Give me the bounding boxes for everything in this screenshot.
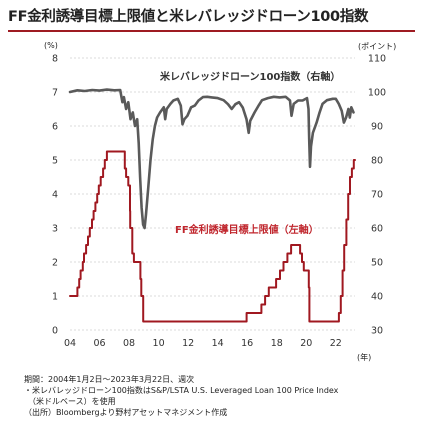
right-tick-label: 60 — [371, 224, 383, 235]
left-axis-unit: (%) — [44, 41, 58, 50]
right-tick-label: 100 — [368, 88, 386, 99]
x-tick-label: 08 — [123, 338, 135, 349]
x-axis-unit: (年) — [357, 353, 372, 362]
left-axis-ticks: 0 1 2 3 4 5 6 7 8 — [52, 54, 58, 337]
grid-lines — [70, 57, 355, 331]
series-lines — [68, 88, 356, 323]
x-axis-ticks: 04 06 08 10 12 14 16 18 20 22 — [64, 338, 342, 349]
x-tick-label: 10 — [153, 338, 165, 349]
left-tick-label: 4 — [52, 190, 58, 201]
right-axis-ticks: 30 40 50 60 70 80 90 100 110 — [368, 54, 386, 337]
left-tick-label: 7 — [52, 88, 58, 99]
left-tick-label: 5 — [52, 156, 58, 167]
x-tick-label: 16 — [241, 338, 253, 349]
left-tick-label: 1 — [52, 292, 58, 303]
x-tick-label: 20 — [300, 338, 312, 349]
left-tick-label: 8 — [52, 54, 58, 65]
notes: 期間：2004年1月2日～2023年3月22日、週次 ・米レバレッジドローン10… — [24, 374, 419, 418]
leveraged-loan-index-line — [68, 88, 355, 230]
right-tick-label: 90 — [371, 122, 383, 133]
right-axis-unit: (ポイント) — [358, 42, 397, 51]
note-currency: （米ドルベース）を使用 — [28, 397, 116, 406]
left-tick-label: 6 — [52, 122, 58, 133]
right-tick-label: 30 — [371, 326, 383, 337]
title-underline — [8, 30, 415, 32]
left-tick-label: 0 — [52, 326, 58, 337]
note-index: ・米レバレッジドローン100指数はS&P/LSTA U.S. Leveraged… — [24, 386, 339, 395]
series-label-ff-rate: FF金利誘導目標上限値（左軸） — [175, 225, 319, 236]
right-tick-label: 40 — [371, 292, 383, 303]
x-tick-label: 06 — [93, 338, 105, 349]
x-tick-label: 12 — [182, 338, 194, 349]
x-tick-label: 18 — [271, 338, 283, 349]
left-tick-label: 3 — [52, 224, 58, 235]
x-tick-label: 14 — [212, 338, 224, 349]
right-tick-label: 110 — [368, 54, 386, 65]
right-tick-label: 80 — [371, 156, 383, 167]
right-tick-label: 70 — [371, 190, 383, 201]
left-tick-label: 2 — [52, 258, 58, 269]
right-tick-label: 50 — [371, 258, 383, 269]
x-tick-label: 04 — [64, 338, 76, 349]
note-period: 期間：2004年1月2日～2023年3月22日、週次 — [24, 375, 195, 384]
series-label-leveraged-loan: 米レバレッジドローン100指数（右軸） — [160, 72, 341, 83]
note-source: （出所）Bloombergより野村アセットマネジメント作成 — [24, 408, 228, 417]
ff-rate-line — [69, 150, 356, 323]
page-title: FF金利誘導目標上限値と米レバレッジドローン100指数 — [8, 9, 369, 25]
x-tick-label: 22 — [330, 338, 342, 349]
